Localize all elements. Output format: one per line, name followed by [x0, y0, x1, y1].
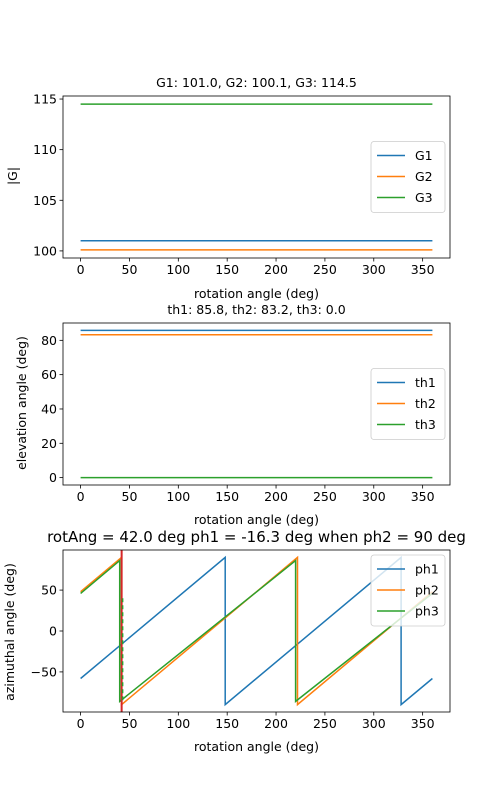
x-tick-label: 300 — [362, 489, 386, 504]
x-tick-label: 150 — [215, 489, 239, 504]
x-tick-label: 250 — [313, 489, 337, 504]
chart-title: rotAng = 42.0 deg ph1 = -16.3 deg when p… — [47, 528, 466, 546]
y-axis-label: azimuthal angle (deg) — [2, 563, 17, 701]
x-tick-label: 300 — [362, 716, 386, 731]
x-axis-label: rotation angle (deg) — [194, 739, 319, 754]
legend-label-ph3: ph3 — [415, 604, 439, 619]
legend-label-th1: th1 — [415, 375, 436, 390]
legend: G1 G2 G3 — [370, 141, 446, 213]
legend: th1 th2 th3 — [370, 368, 446, 440]
x-tick-label: 150 — [215, 716, 239, 731]
x-tick-label: 200 — [264, 716, 288, 731]
x-tick-label: 350 — [411, 716, 435, 731]
axes-frame — [62, 95, 451, 259]
x-axis-label: rotation angle (deg) — [194, 512, 319, 527]
y-tick-label: 50 — [41, 583, 57, 598]
y-tick-label: 105 — [33, 193, 57, 208]
legend-box — [370, 368, 446, 440]
y-axis-label: elevation angle (deg) — [14, 336, 29, 470]
legend-label-G1: G1 — [415, 148, 433, 163]
x-tick-label: 100 — [166, 716, 190, 731]
y-tick-label: 0 — [49, 624, 57, 639]
x-tick-label: 0 — [77, 489, 85, 504]
legend-label-ph1: ph1 — [415, 562, 439, 577]
x-tick-label: 250 — [313, 716, 337, 731]
series-line-ph3 — [80, 558, 433, 703]
y-tick-label: 20 — [41, 436, 57, 451]
y-tick-label: 110 — [33, 142, 57, 157]
legend-label-ph2: ph2 — [415, 583, 439, 598]
legend-label-G3: G3 — [415, 190, 433, 205]
y-tick-label: 60 — [41, 367, 57, 382]
chart-title: G1: 101.0, G2: 100.1, G3: 114.5 — [156, 75, 357, 90]
y-tick-label: 40 — [41, 401, 57, 416]
legend: ph1 ph2 ph3 — [370, 554, 446, 627]
legend-box — [370, 141, 446, 213]
x-tick-label: 350 — [411, 262, 435, 277]
series-line-ph2 — [80, 555, 433, 707]
x-tick-label: 0 — [77, 716, 85, 731]
x-tick-label: 300 — [362, 262, 386, 277]
y-tick-label: 115 — [33, 92, 57, 107]
x-tick-label: 50 — [122, 716, 138, 731]
y-tick-label: 100 — [33, 243, 57, 258]
chart-title: th1: 85.8, th2: 83.2, th3: 0.0 — [167, 302, 345, 317]
legend-label-th3: th3 — [415, 417, 436, 432]
chart-elevation-angle: th1: 85.8, th2: 83.2, th3: 0.0 rotation … — [14, 302, 451, 527]
x-axis-label: rotation angle (deg) — [194, 286, 319, 301]
y-axis-label: |G| — [5, 167, 20, 185]
y-tick-label: −50 — [31, 664, 57, 679]
y-tick-label: 0 — [49, 470, 57, 485]
x-tick-label: 100 — [166, 262, 190, 277]
x-tick-label: 250 — [313, 262, 337, 277]
x-tick-label: 150 — [215, 262, 239, 277]
legend-label-G2: G2 — [415, 169, 433, 184]
x-tick-label: 50 — [122, 262, 138, 277]
x-tick-label: 200 — [264, 489, 288, 504]
legend-label-th2: th2 — [415, 396, 436, 411]
legend-box — [370, 554, 446, 627]
chart-azimuthal-angle: rotAng = 42.0 deg ph1 = -16.3 deg when p… — [2, 528, 466, 754]
axes-frame — [62, 322, 451, 486]
x-tick-label: 200 — [264, 262, 288, 277]
chart-g-magnitude: G1: 101.0, G2: 100.1, G3: 114.5 rotation… — [5, 75, 451, 301]
x-tick-label: 50 — [122, 489, 138, 504]
y-tick-label: 80 — [41, 333, 57, 348]
series-group — [80, 329, 433, 479]
x-tick-label: 100 — [166, 489, 190, 504]
series-group — [80, 103, 433, 251]
x-tick-label: 350 — [411, 489, 435, 504]
series-group — [80, 555, 433, 707]
x-tick-label: 0 — [77, 262, 85, 277]
series-line-ph1 — [80, 555, 433, 707]
